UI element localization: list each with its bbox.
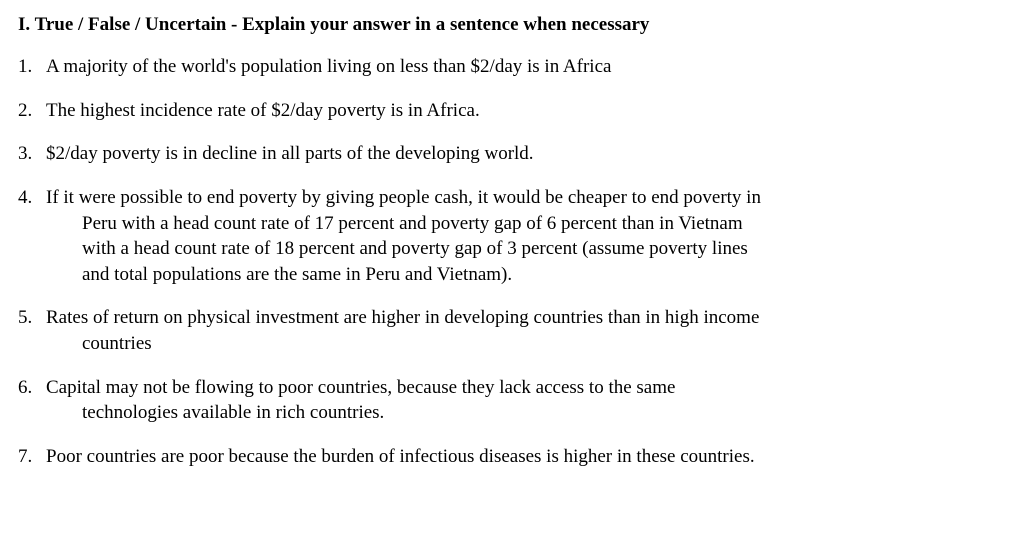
question-text: Rates of return on physical investment a… — [46, 305, 1006, 356]
question-line: Capital may not be flowing to poor count… — [46, 377, 675, 398]
question-text: Capital may not be flowing to poor count… — [46, 375, 1006, 426]
question-continuation: and total populations are the same in Pe… — [46, 262, 1006, 288]
question-item: 5. Rates of return on physical investmen… — [18, 305, 1006, 356]
question-continuation: Peru with a head count rate of 17 percen… — [46, 211, 1006, 237]
question-item: 4. If it were possible to end poverty by… — [18, 185, 1006, 288]
question-item: 6. Capital may not be flowing to poor co… — [18, 375, 1006, 426]
question-text: The highest incidence rate of $2/day pov… — [46, 98, 1006, 124]
question-item: 1. A majority of the world's population … — [18, 54, 1006, 80]
question-item: 7. Poor countries are poor because the b… — [18, 444, 1006, 470]
question-number: 4. — [18, 185, 46, 288]
question-number: 7. — [18, 444, 46, 470]
question-line: If it were possible to end poverty by gi… — [46, 187, 761, 208]
question-line: Rates of return on physical investment a… — [46, 307, 759, 328]
section-title: True / False / Uncertain - Explain your … — [35, 14, 650, 35]
question-text: $2/day poverty is in decline in all part… — [46, 141, 1006, 167]
section-roman: I. — [18, 14, 30, 35]
question-continuation: with a head count rate of 18 percent and… — [46, 236, 1006, 262]
section-header: I. True / False / Uncertain - Explain yo… — [18, 14, 1006, 36]
question-number: 2. — [18, 98, 46, 124]
question-number: 5. — [18, 305, 46, 356]
question-number: 1. — [18, 54, 46, 80]
question-list: 1. A majority of the world's population … — [18, 54, 1006, 470]
question-number: 3. — [18, 141, 46, 167]
question-item: 2. The highest incidence rate of $2/day … — [18, 98, 1006, 124]
question-text: Poor countries are poor because the burd… — [46, 444, 1006, 470]
question-continuation: countries — [46, 331, 1006, 357]
question-continuation: technologies available in rich countries… — [46, 400, 1006, 426]
question-text: A majority of the world's population liv… — [46, 54, 1006, 80]
question-item: 3. $2/day poverty is in decline in all p… — [18, 141, 1006, 167]
question-text: If it were possible to end poverty by gi… — [46, 185, 1006, 288]
question-number: 6. — [18, 375, 46, 426]
